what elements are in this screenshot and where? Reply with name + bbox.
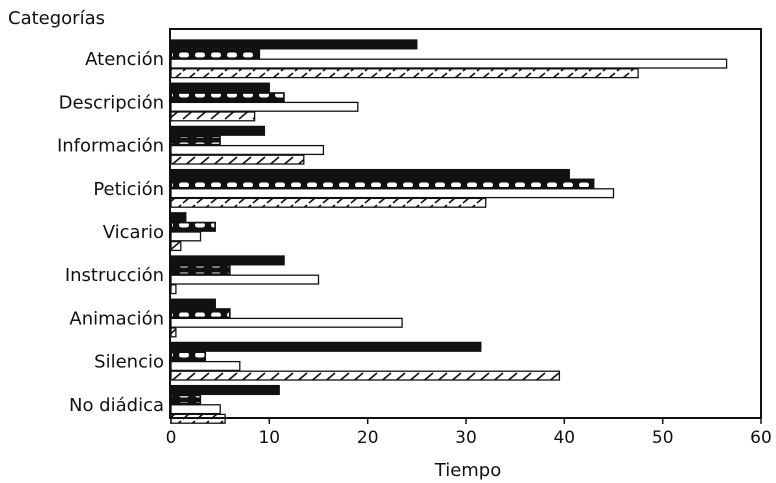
category-label-7: Silencio (94, 352, 164, 373)
bar-1-5 (170, 255, 285, 266)
bar-2-0-pattern (172, 50, 259, 58)
bar-3-8 (170, 404, 221, 415)
category-label-4: Vicario (103, 222, 164, 243)
bar-2-6-pattern (172, 309, 229, 317)
bar-4-7 (170, 370, 561, 381)
bar-1-7 (170, 341, 482, 352)
bar-4-2 (170, 154, 305, 165)
bar-3-0 (170, 58, 728, 69)
bar-3-4 (170, 231, 202, 242)
x-axis: 0 10 20 30 40 50 60 (166, 418, 772, 448)
bar-1-8 (170, 384, 280, 396)
bar-1-2 (170, 125, 266, 136)
category-label-6: Animación (69, 308, 164, 329)
bar-1-0 (170, 39, 418, 50)
bar-4-1 (170, 111, 256, 122)
bar-2-7-pattern (172, 353, 205, 360)
category-label-5: Instrucción (65, 265, 164, 286)
category-label-0: Atención (85, 49, 164, 70)
x-tick-label-4: 40 (553, 428, 575, 448)
bar-1-1 (170, 82, 270, 93)
bar-3-5 (170, 274, 320, 285)
bar-1-6 (170, 298, 216, 309)
category-label-2: Información (57, 136, 164, 157)
bar-2-1-pattern (172, 93, 284, 101)
category-label-1: Descripción (59, 92, 164, 113)
x-tick-label-5: 50 (652, 428, 674, 448)
bar-group (170, 39, 728, 424)
x-tick-label-0: 0 (166, 428, 177, 448)
bar-2-8-pattern (172, 396, 200, 403)
x-tick-label-2: 20 (357, 428, 379, 448)
bar-3-3 (170, 188, 615, 199)
bar-1-3 (170, 168, 570, 180)
category-label-3: Petición (93, 179, 164, 200)
bar-3-6 (170, 317, 403, 328)
bar-4-3 (170, 197, 487, 208)
bar-4-0 (170, 68, 639, 79)
x-axis-title: Tiempo (434, 460, 502, 481)
category-label-8: No diádica (69, 395, 164, 416)
bar-4-6 (170, 327, 177, 338)
x-tick-label-1: 10 (258, 428, 280, 448)
bar-2-4-pattern (172, 223, 215, 231)
bar-2-5-pattern (172, 266, 229, 274)
bar-3-1 (170, 101, 359, 112)
bar-2-3-pattern (172, 180, 593, 187)
bar-4-4 (170, 240, 182, 252)
bar-3-7 (170, 360, 241, 372)
bar-3-2 (170, 144, 325, 156)
plot-frame (169, 28, 762, 419)
bar-1-4 (170, 212, 187, 223)
category-labels: Atención Descripción Información Petición Vi… (57, 49, 164, 416)
y-axis-title: Categorías (8, 8, 105, 29)
bar-2-2-pattern (172, 137, 220, 144)
bar-4-5 (170, 284, 177, 295)
x-tick-label-3: 30 (455, 428, 477, 448)
x-tick-label-6: 60 (750, 428, 772, 448)
